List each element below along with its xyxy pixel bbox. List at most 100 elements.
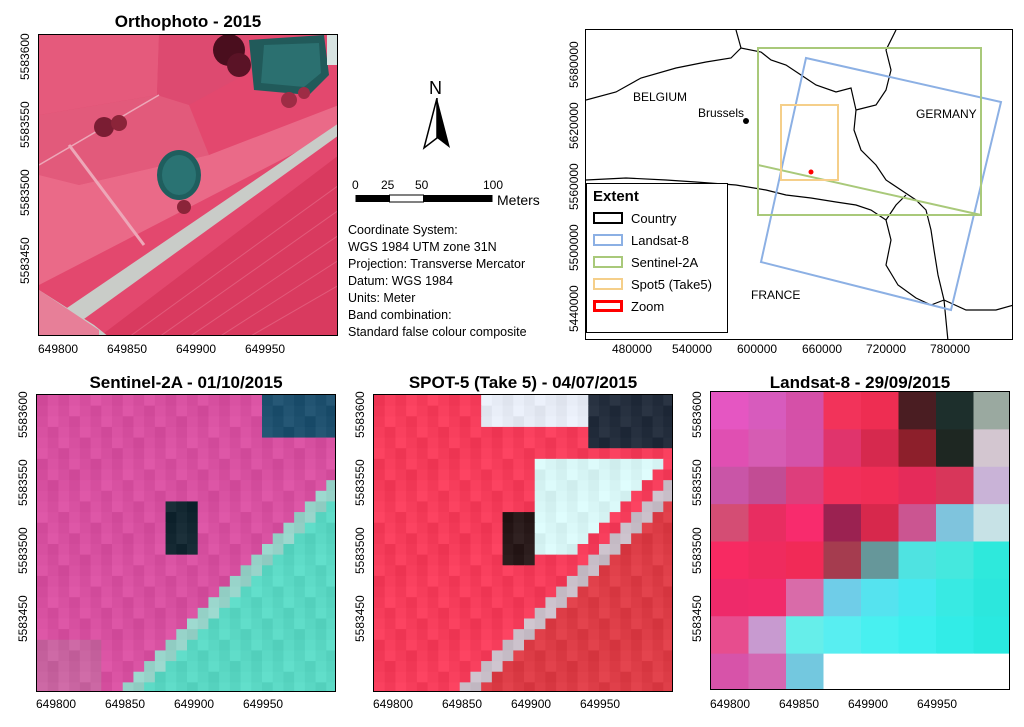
pixel	[545, 512, 557, 524]
pixel	[481, 501, 493, 513]
pixel	[240, 469, 252, 481]
pixel	[502, 405, 514, 417]
pixel	[240, 682, 252, 691]
pixel	[534, 618, 547, 630]
pixel	[165, 512, 177, 524]
pixel	[438, 501, 450, 513]
pixel	[481, 607, 493, 620]
pixel	[459, 533, 472, 545]
sentinel-xtick-3: 649900	[174, 697, 215, 711]
pixel	[566, 597, 579, 609]
pixel	[663, 607, 672, 620]
pixel	[588, 480, 600, 492]
pixel	[101, 597, 113, 609]
legend-label-spot: Spot5 (Take5)	[631, 276, 712, 292]
pixel	[936, 466, 975, 505]
sentinel-ytick-3: 5583500	[16, 527, 30, 574]
legend-title: Extent	[593, 188, 639, 205]
pixel	[898, 392, 937, 430]
pixel	[37, 554, 49, 566]
pixel	[262, 448, 274, 460]
pixel	[449, 469, 461, 481]
pixel	[652, 426, 664, 439]
pixel	[577, 512, 589, 524]
pixel	[599, 565, 611, 577]
pixel	[58, 395, 70, 407]
pixel	[502, 522, 514, 534]
pixel	[459, 501, 472, 513]
pixel	[154, 395, 167, 407]
pixel	[69, 650, 81, 662]
pixel	[197, 522, 210, 534]
spot-ytick-4: 5583450	[353, 595, 367, 642]
pixel	[609, 501, 622, 513]
pixel	[609, 490, 622, 503]
pixel	[251, 490, 263, 503]
pixel	[240, 416, 252, 428]
pixel	[79, 661, 92, 673]
pixel	[187, 458, 199, 471]
pixel	[641, 469, 654, 481]
pixel	[438, 395, 450, 407]
pixel	[577, 650, 589, 662]
pixel	[90, 533, 102, 545]
pixel	[208, 597, 220, 609]
pixel	[556, 639, 568, 652]
pixel	[641, 554, 654, 566]
pixel	[240, 533, 252, 545]
pixel	[229, 682, 242, 691]
pixel	[229, 533, 242, 545]
pixel	[481, 565, 493, 577]
pixel	[545, 597, 557, 609]
pixel	[491, 618, 504, 630]
pixel	[58, 661, 70, 673]
pixel	[294, 661, 306, 673]
pixel	[176, 618, 188, 630]
legend-swatch-landsat	[593, 234, 623, 246]
pixel	[599, 480, 611, 492]
pixel	[101, 650, 113, 662]
pixel	[262, 469, 274, 481]
pixel	[58, 469, 70, 481]
pixel	[459, 597, 472, 609]
pixel	[272, 490, 285, 503]
pixel	[326, 682, 335, 691]
pixel	[588, 565, 600, 577]
pixel	[219, 575, 231, 588]
pixel	[154, 533, 167, 545]
pixel	[47, 607, 60, 620]
pixel	[459, 448, 472, 460]
pixel	[315, 682, 327, 691]
pixel	[577, 480, 589, 492]
pixel	[631, 575, 643, 588]
pixel	[577, 618, 589, 630]
pixel	[395, 629, 407, 641]
pixel	[545, 618, 557, 630]
pixel	[58, 512, 70, 524]
pixel	[326, 395, 335, 407]
pixel	[304, 544, 317, 556]
pixel	[262, 522, 274, 534]
pixel	[556, 554, 568, 566]
pixel	[513, 533, 525, 545]
pixel	[449, 575, 461, 588]
pixel	[112, 671, 124, 683]
pixel	[165, 480, 177, 492]
pixel	[240, 618, 252, 630]
pixel	[577, 565, 589, 577]
pixel	[154, 501, 167, 513]
pixel	[122, 650, 135, 662]
pixel	[229, 512, 242, 524]
pixel	[37, 639, 49, 652]
pixel	[524, 490, 536, 503]
pixel	[599, 395, 611, 407]
pixel	[79, 682, 92, 691]
pixel	[641, 395, 654, 407]
north-label: N	[429, 78, 442, 98]
pixel	[481, 586, 493, 598]
pixel	[304, 629, 317, 641]
pixel	[588, 607, 600, 620]
pixel	[304, 469, 317, 481]
pixel	[294, 554, 306, 566]
pixel	[101, 490, 113, 503]
